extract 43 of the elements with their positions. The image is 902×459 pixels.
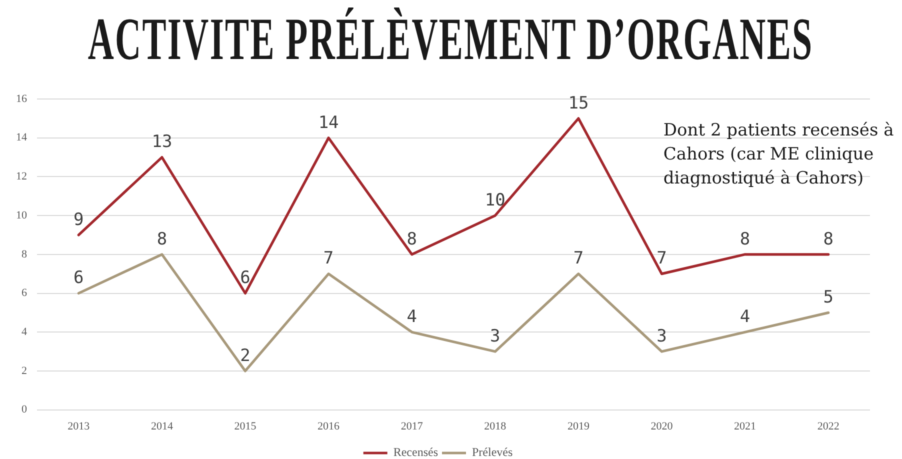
y-tick-label: 4 (22, 326, 28, 338)
data-label: 3 (656, 326, 667, 346)
data-label: 14 (318, 112, 339, 133)
data-label: 15 (568, 93, 589, 114)
y-tick-label: 12 (16, 170, 27, 183)
annotation: Dont 2 patients recensés à Cahors (car ME clinique diagnostiqué à Cahors) (663, 120, 894, 188)
data-label: 8 (156, 229, 168, 250)
data-label: 8 (823, 229, 834, 250)
y-tick-label: 14 (16, 132, 28, 144)
x-tick-label: 2018 (484, 420, 507, 432)
data-label: 6 (74, 268, 84, 288)
data-label: 7 (573, 248, 584, 269)
x-tick-label: 2020 (650, 420, 674, 432)
data-label: 3 (490, 326, 500, 346)
x-tick-label: 2015 (234, 420, 257, 432)
data-label: 6 (240, 268, 250, 288)
data-label: 10 (484, 190, 506, 210)
x-tick-label: 2019 (567, 420, 590, 432)
legend-label: Recensés (393, 445, 438, 459)
data-label: 8 (740, 229, 750, 250)
y-tick-label: 16 (16, 92, 28, 105)
x-tick-label: 2017 (400, 420, 424, 432)
data-label: 7 (656, 248, 667, 269)
x-tick-label: 2014 (150, 420, 174, 432)
x-tick-label: 2022 (817, 420, 840, 432)
y-tick-label: 2 (22, 364, 27, 377)
x-tick-label: 2021 (734, 420, 756, 432)
data-label: 7 (323, 248, 334, 269)
data-label: 4 (740, 307, 750, 328)
data-label: 13 (152, 132, 172, 152)
y-tick-label: 6 (22, 287, 28, 300)
data-label: 4 (406, 307, 417, 328)
y-tick-label: 10 (16, 209, 28, 222)
data-label: 2 (240, 346, 250, 366)
y-tick-label: 0 (22, 404, 28, 416)
x-tick-label: 2016 (318, 420, 340, 432)
legend-label: Prélevés (472, 445, 513, 459)
y-tick-label: 8 (22, 248, 28, 260)
x-tick-label: 2013 (68, 420, 90, 432)
chart-title: ACTIVITE PRÉLÈVEMENT D’ORGANES (88, 6, 814, 72)
data-label: 5 (823, 288, 834, 308)
data-label: 8 (406, 229, 417, 250)
data-label: 9 (74, 210, 84, 230)
